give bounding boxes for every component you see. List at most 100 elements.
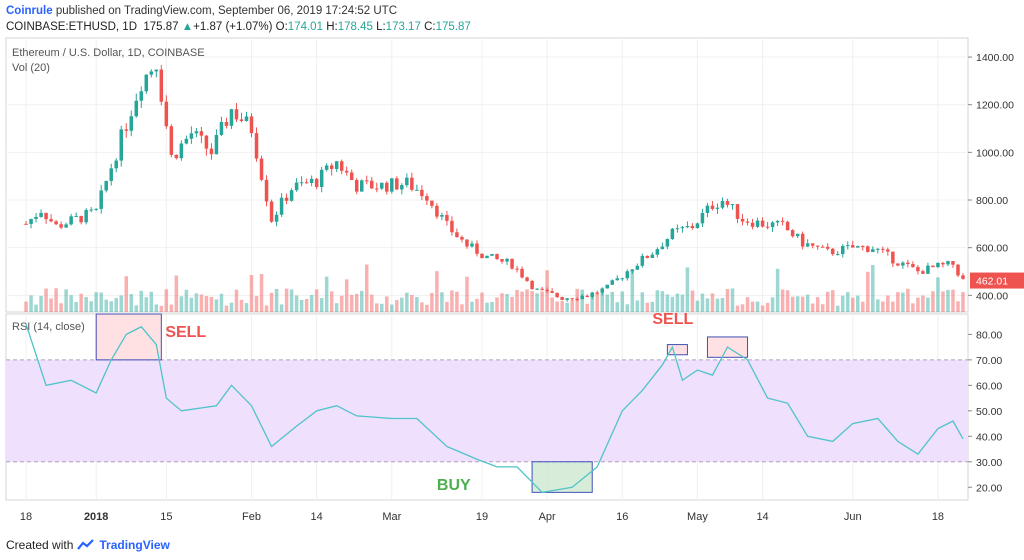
candle-body [334,161,339,169]
x-tick-label: Feb [242,511,261,523]
candle-body [575,298,579,300]
volume-bar [370,294,374,312]
candle-body [124,129,129,131]
candle-body [926,265,930,274]
candle-body [49,219,53,222]
candle-body [725,201,730,205]
candle-body [159,69,164,102]
price-tick-label: 800.00 [976,195,1008,207]
volume-bar [655,290,660,312]
x-tick-label: 16 [616,511,628,523]
volume-bar [319,298,324,312]
price-tick-label: 1400.00 [976,52,1014,64]
candle-body [440,215,444,217]
volume-bar [34,304,38,312]
candle-body [194,131,199,134]
volume-bar [695,300,700,312]
volume-bar [199,294,204,312]
volume-bar [785,290,790,312]
x-tick-label: 18 [20,511,32,523]
volume-bar [144,297,149,312]
candle-body [109,168,113,181]
candle-body [99,190,103,209]
volume-bar [380,303,384,312]
candle-body [339,161,344,171]
volume-bar [24,301,28,312]
footer: Created with TradingView [6,538,170,552]
candle-body [319,169,324,188]
candle-body [420,189,424,197]
candle-body [650,254,655,258]
volume-bar [635,300,640,312]
candle-body [640,255,645,266]
candle-body [154,69,159,72]
volume-bar [269,292,274,312]
volume-bar [775,268,780,312]
rsi-tick-label: 30.00 [976,457,1002,469]
volume-bar [670,296,675,312]
volume-bar [820,304,825,312]
volume-bar [825,291,830,312]
publisher-name[interactable]: Coinrule [6,5,53,17]
candle-body [435,205,439,217]
volume-bar [535,293,539,312]
candle-body [625,271,630,279]
volume-bar [690,290,695,312]
price-tick-label: 1000.00 [976,147,1014,159]
candle-body [349,172,354,180]
candle-body [735,204,740,219]
candle-body [370,180,374,189]
volume-bar [540,291,544,312]
sell-box [95,313,162,361]
volume-bar [931,291,935,312]
candle-body [525,277,529,281]
volume-bar [585,303,589,312]
volume-bar [750,301,755,312]
open-label: O: [275,21,288,33]
candle-body [64,224,68,228]
candle-body [189,133,194,139]
candle-body [595,292,599,294]
volume-bar [154,304,159,312]
sell-label: SELL [165,324,206,341]
volume-bar [159,305,164,312]
candle-body [830,248,835,255]
volume-bar [946,289,950,312]
volume-bar [450,290,454,312]
volume-bar [480,292,484,312]
candle-body [304,182,309,184]
volume-bar [279,304,284,312]
volume-bar [835,305,840,312]
volume-bar [59,303,63,312]
price-tick-label: 400.00 [976,290,1008,302]
candle-body [916,267,920,272]
candle-body [775,220,780,223]
volume-bar [505,294,509,312]
candle-body [851,245,855,248]
last-price-tag [970,272,1024,289]
candle-body [530,280,534,289]
volume-bar [104,299,108,312]
volume-bar [164,289,169,312]
volume-bar [129,294,134,312]
volume-bar [465,276,469,312]
candle-body [475,243,479,254]
volume-bar [615,302,620,312]
candle-body [410,177,414,190]
volume-bar [625,304,630,312]
candle-body [169,126,174,155]
candle-body [931,265,935,268]
volume-bar [550,297,554,312]
candle-body [375,188,379,190]
candle-body [660,246,665,250]
volume-bar [194,293,199,312]
candle-body [44,212,48,220]
volume-bar [916,297,920,312]
buy-box [531,461,593,493]
tradingview-brand[interactable]: TradingView [99,538,170,552]
volume-bar [896,292,900,312]
candle-body [861,246,865,248]
candle-body [510,258,514,269]
volume-bar [876,299,880,312]
